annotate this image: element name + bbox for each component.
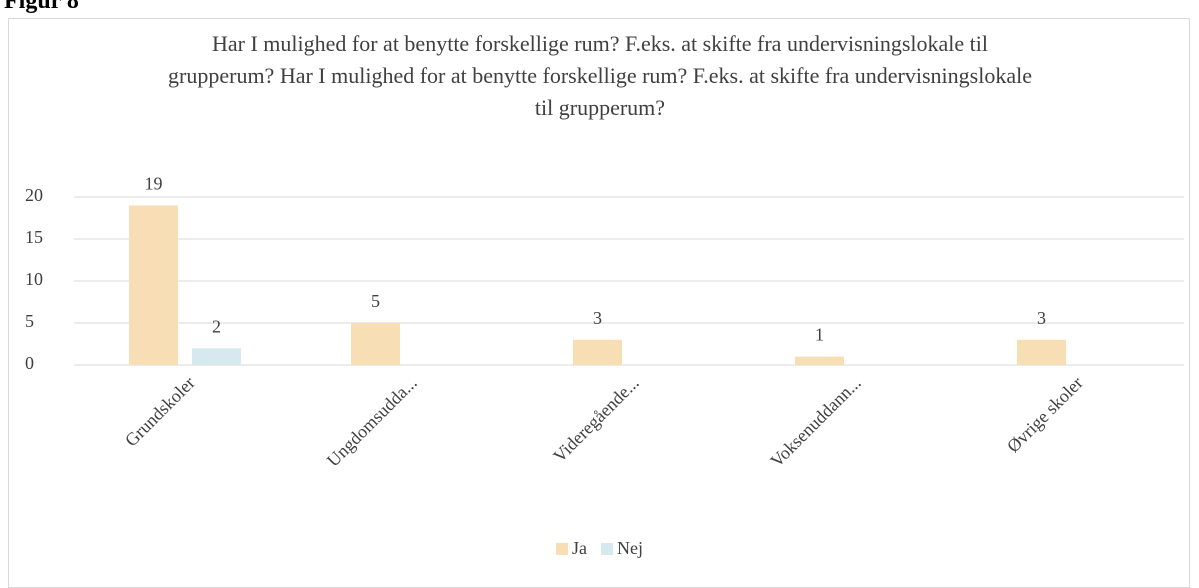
data-label: 3 (593, 308, 602, 328)
y-tick-label: 0 (25, 353, 34, 373)
data-label: 5 (371, 291, 380, 311)
bar (795, 356, 844, 365)
data-label: 1 (815, 325, 824, 345)
x-tick-label: Voksenuddann... (766, 373, 864, 471)
legend-label: Ja (572, 538, 587, 558)
x-tick-label: Grundskoler (121, 373, 199, 451)
data-label: 3 (1037, 308, 1046, 328)
x-tick-label: Ungdomsudda... (323, 373, 421, 471)
bar (351, 323, 400, 365)
bar (1017, 339, 1066, 365)
bar (129, 205, 178, 365)
chart-title: Har I mulighed for at benytte forskellig… (168, 31, 1032, 120)
y-tick-label: 20 (25, 185, 43, 205)
legend-swatch (601, 543, 613, 555)
y-tick-label: 10 (25, 269, 43, 289)
legend-swatch (556, 543, 568, 555)
y-tick-label: 5 (25, 311, 34, 331)
x-tick-label: Videregående... (549, 373, 643, 467)
bar (192, 348, 241, 365)
data-label: 2 (212, 316, 221, 336)
data-label: 19 (145, 174, 163, 194)
y-tick-label: 15 (25, 227, 43, 247)
figure-heading: Figur 8 (4, 0, 79, 14)
legend-label: Nej (617, 538, 643, 558)
bar (573, 339, 622, 365)
x-tick-label: Øvrige skoler (1003, 373, 1087, 457)
